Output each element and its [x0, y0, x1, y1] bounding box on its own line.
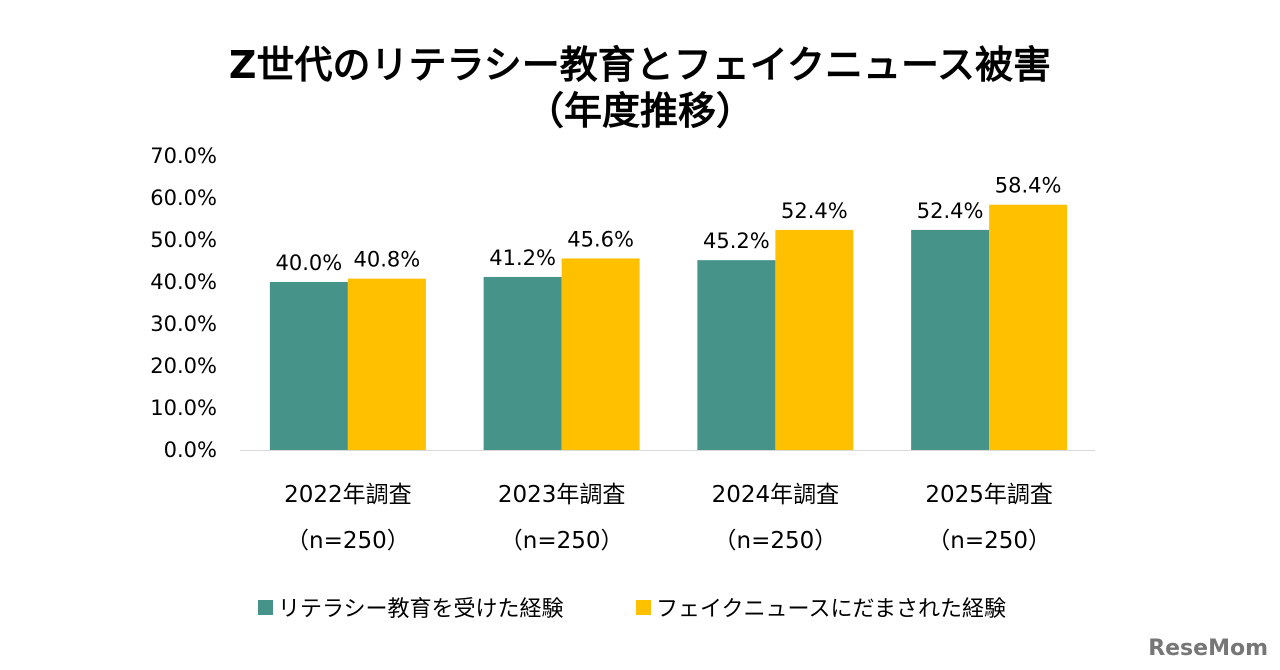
- data-label: 58.4%: [995, 174, 1062, 198]
- y-axis: 0.0% 10.0% 20.0% 30.0% 40.0% 50.0% 60.0% 70.0%: [150, 144, 217, 462]
- bar: [483, 276, 562, 450]
- data-label: 40.0%: [276, 251, 343, 275]
- bar: [911, 229, 990, 450]
- x-tick-label: 2024年調査: [712, 482, 840, 508]
- x-tick-label-sub: （n=250）: [927, 528, 1051, 554]
- x-tick-label: 2023年調査: [498, 482, 626, 508]
- data-label: 52.4%: [917, 199, 984, 223]
- y-tick-label: 10.0%: [150, 396, 217, 420]
- bar: [697, 260, 776, 450]
- y-tick-label: 20.0%: [150, 354, 217, 378]
- bars: 40.0% 40.8% 41.2% 45.6% 45.2% 52.4% 52.4% 58.4%: [269, 174, 1068, 450]
- y-tick-label: 40.0%: [150, 270, 217, 294]
- data-label: 52.4%: [781, 199, 848, 223]
- data-label: 45.2%: [703, 229, 770, 253]
- bar: [989, 204, 1068, 450]
- legend-label: リテラシー教育を受けた経験: [278, 597, 564, 622]
- bar: [775, 229, 854, 450]
- x-tick-label-sub: （n=250）: [500, 528, 624, 554]
- y-tick-label: 0.0%: [164, 438, 217, 462]
- data-label: 40.8%: [354, 248, 421, 272]
- chart-title: Z世代のリテラシー教育とフェイクニュース被害: [229, 43, 1051, 87]
- x-tick-label: 2025年調査: [925, 482, 1053, 508]
- y-tick-label: 60.0%: [150, 186, 217, 210]
- x-axis: 2022年調査 （n=250） 2023年調査 （n=250） 2024年調査 （n=25…: [284, 482, 1053, 554]
- legend-swatch: [636, 600, 651, 615]
- y-tick-label: 70.0%: [150, 144, 217, 168]
- x-tick-label-sub: （n=250）: [714, 528, 838, 554]
- bar: [347, 278, 426, 450]
- x-tick-label: 2022年調査: [284, 482, 412, 508]
- data-label: 45.6%: [567, 227, 634, 251]
- data-label: 41.2%: [489, 246, 556, 270]
- bar: [269, 282, 348, 450]
- x-tick-label-sub: （n=250）: [286, 528, 410, 554]
- resemom-watermark: ReseMom: [1148, 636, 1268, 661]
- legend-swatch: [258, 600, 273, 615]
- y-tick-label: 30.0%: [150, 312, 217, 336]
- bar: [561, 258, 640, 450]
- legend-label: フェイクニュースにだまされた経験: [656, 597, 1006, 622]
- legend: リテラシー教育を受けた経験 フェイクニュースにだまされた経験: [258, 597, 1006, 622]
- chart-subtitle: （年度推移）: [526, 89, 754, 133]
- y-tick-label: 50.0%: [150, 228, 217, 252]
